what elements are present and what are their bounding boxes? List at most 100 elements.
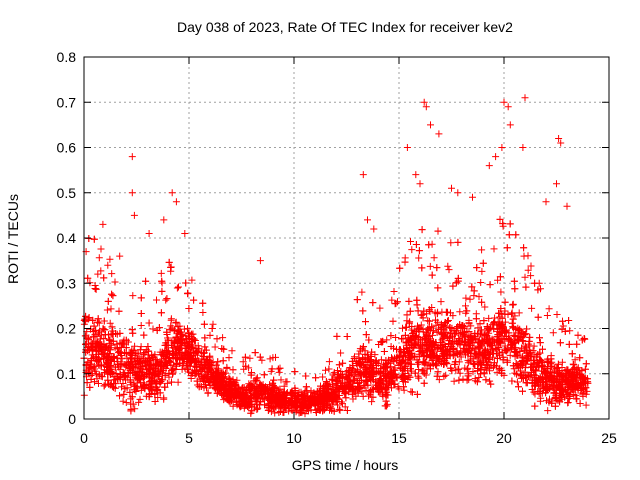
data-point <box>137 310 145 317</box>
data-point <box>520 252 528 260</box>
data-point <box>331 390 338 398</box>
data-point <box>569 386 577 394</box>
data-point <box>562 370 570 378</box>
data-point <box>165 258 173 266</box>
data-point <box>520 244 528 252</box>
data-point <box>471 329 479 337</box>
data-point <box>444 262 452 270</box>
data-point <box>140 373 148 380</box>
data-point <box>120 373 128 381</box>
data-point <box>509 315 517 323</box>
data-point <box>385 356 392 364</box>
data-point <box>536 357 543 365</box>
data-point <box>243 393 251 401</box>
data-point <box>413 296 421 304</box>
data-point <box>336 406 344 414</box>
data-point <box>503 358 511 366</box>
data-point <box>277 376 285 384</box>
data-point <box>436 358 444 366</box>
data-point <box>181 339 189 347</box>
data-point <box>473 264 481 272</box>
data-point <box>414 325 422 333</box>
data-point <box>276 364 284 372</box>
data-point <box>511 285 519 293</box>
data-point <box>269 354 277 362</box>
data-point <box>497 288 505 296</box>
data-point <box>437 298 445 306</box>
data-point <box>429 360 437 368</box>
data-point <box>174 378 182 386</box>
data-point <box>191 349 199 357</box>
data-point <box>429 327 437 335</box>
data-point <box>295 392 303 400</box>
data-point <box>513 370 521 378</box>
data-point <box>422 371 430 379</box>
data-point <box>501 307 509 315</box>
data-point <box>453 350 461 357</box>
data-points <box>80 94 592 418</box>
data-point <box>322 366 329 374</box>
data-point <box>523 325 531 333</box>
data-point <box>582 360 590 368</box>
data-point <box>127 407 135 415</box>
data-point <box>300 394 308 402</box>
data-point <box>86 279 94 287</box>
data-point <box>420 379 428 387</box>
data-point <box>543 383 551 391</box>
data-point <box>525 373 533 380</box>
data-point <box>576 400 584 407</box>
data-point <box>241 353 249 361</box>
data-point <box>525 337 533 345</box>
data-point <box>208 325 216 332</box>
data-point <box>362 376 370 384</box>
data-point <box>475 342 483 350</box>
data-point <box>362 331 370 339</box>
data-point <box>131 382 139 390</box>
data-point <box>406 354 414 362</box>
data-point <box>455 376 463 384</box>
data-point <box>92 285 100 293</box>
data-point <box>121 385 129 393</box>
data-point <box>456 321 464 329</box>
data-point <box>242 362 250 370</box>
data-point <box>573 395 581 403</box>
data-point <box>91 331 99 339</box>
data-point <box>353 296 361 304</box>
data-point <box>482 376 490 384</box>
data-point <box>366 390 374 398</box>
data-point <box>578 336 586 344</box>
data-point <box>160 352 167 360</box>
data-point <box>393 345 400 353</box>
data-point <box>269 379 277 387</box>
data-point <box>486 281 494 289</box>
data-point <box>260 371 268 379</box>
data-point <box>396 264 404 272</box>
data-point <box>446 324 454 331</box>
data-point <box>342 394 350 402</box>
data-point <box>229 366 237 374</box>
data-point <box>158 277 166 285</box>
data-point <box>329 380 337 388</box>
data-point <box>510 324 518 332</box>
data-point <box>259 391 267 399</box>
data-point <box>279 399 287 407</box>
data-point <box>167 264 175 271</box>
data-point <box>452 279 460 287</box>
data-point <box>449 352 457 360</box>
data-point <box>528 386 536 393</box>
data-point <box>511 369 519 377</box>
data-point <box>90 354 97 362</box>
data-point <box>351 385 359 393</box>
data-point <box>540 385 547 393</box>
data-point <box>343 333 351 340</box>
data-point <box>94 318 102 326</box>
data-point <box>536 339 544 347</box>
data-point <box>497 305 505 312</box>
data-point <box>109 292 117 300</box>
data-point <box>470 287 478 295</box>
data-point <box>317 382 324 390</box>
data-point <box>234 389 242 397</box>
data-point <box>163 295 171 303</box>
data-point <box>213 369 221 377</box>
data-point <box>576 354 584 362</box>
